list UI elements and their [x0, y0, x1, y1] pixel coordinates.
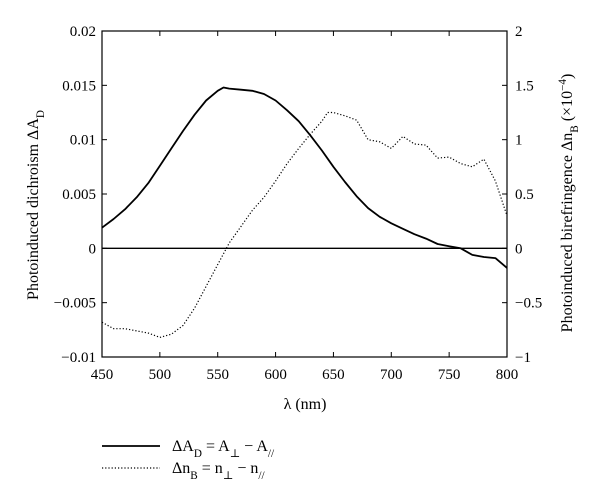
y-right-tick-label: 0 — [515, 241, 523, 257]
y-right-tick-label: −1 — [515, 350, 531, 366]
y-left-tick-label: 0.01 — [70, 133, 96, 149]
legend: ΔAD = A⊥ − A//ΔnB = n⊥ − n// — [102, 438, 275, 482]
y-right-tick-label: 1.5 — [515, 78, 534, 94]
y-left-tick-label: −0.005 — [54, 296, 96, 312]
y-right-tick-label: 0.5 — [515, 187, 534, 203]
x-tick-label: 500 — [149, 367, 172, 383]
x-tick-label: 450 — [91, 367, 114, 383]
x-tick-label: 550 — [206, 367, 229, 383]
y-axis-right-title: Photoinduced birefringence ΔnB (×10−4) — [557, 74, 581, 333]
birefringence-line — [101, 111, 508, 338]
y-left-tick-label: 0.005 — [62, 187, 96, 203]
x-tick-label: 700 — [380, 367, 403, 383]
y-left-tick-label: 0.015 — [62, 78, 96, 94]
y-left-tick-label: −0.01 — [61, 350, 96, 366]
x-tick-label: 650 — [322, 367, 345, 383]
x-axis-title: λ (nm) — [284, 396, 327, 413]
y-left-tick-label: 0 — [89, 241, 97, 257]
legend-label: ΔAD = A⊥ − A// — [172, 438, 275, 460]
x-tick-label: 800 — [496, 367, 519, 383]
plot-frame — [101, 30, 508, 358]
y-left-tick-label: 0.02 — [70, 24, 96, 40]
y-right-tick-label: 1 — [515, 133, 523, 149]
x-tick-label: 600 — [264, 367, 287, 383]
x-tick-label: 750 — [438, 367, 461, 383]
y-right-tick-label: −0.5 — [515, 296, 542, 312]
y-axis-left-title: Photoinduced dichroism ΔAD — [25, 110, 47, 300]
y-right-tick-label: 2 — [515, 24, 523, 40]
legend-label: ΔnB = n⊥ − n// — [172, 460, 265, 482]
dichroism-line — [101, 86, 508, 269]
